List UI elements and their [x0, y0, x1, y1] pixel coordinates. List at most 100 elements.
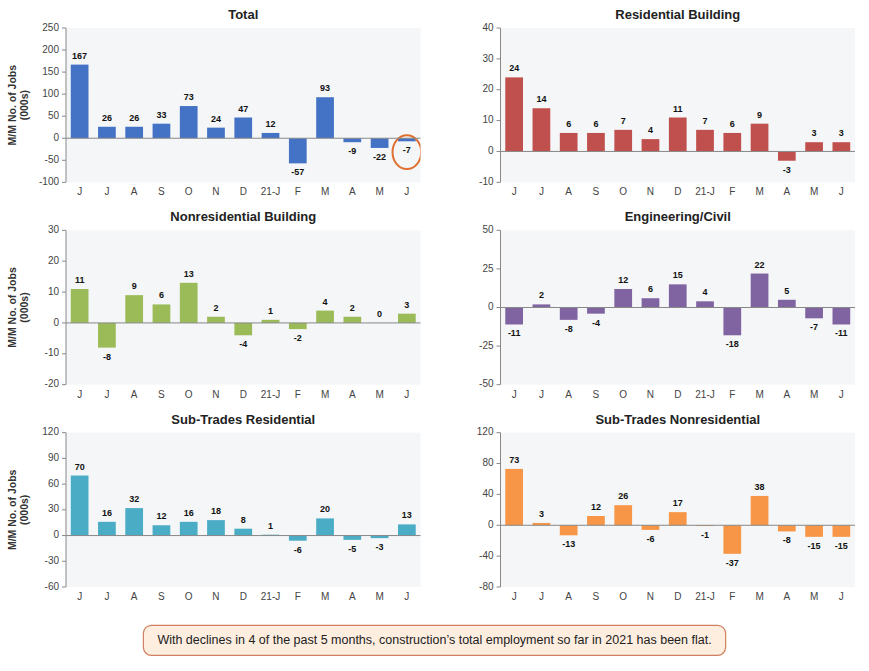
- y-tick: [497, 556, 501, 557]
- zero-line: [501, 151, 856, 152]
- y-tick: [62, 384, 66, 385]
- bars: [71, 65, 421, 170]
- bar: [289, 323, 307, 329]
- data-label: 26: [129, 113, 139, 123]
- data-label: 93: [320, 83, 330, 93]
- bar: [533, 108, 551, 151]
- bar: [805, 525, 823, 537]
- y-tick-label: 30: [48, 503, 60, 514]
- x-tick-label: D: [674, 389, 681, 400]
- data-label: 73: [509, 455, 519, 465]
- plot-area: [501, 433, 856, 587]
- bar: [723, 308, 741, 336]
- data-label: -4: [592, 318, 600, 328]
- data-label: 3: [404, 300, 409, 310]
- data-label: 1: [268, 306, 273, 316]
- x-tick-label: J: [839, 591, 844, 602]
- bar: [343, 536, 361, 540]
- y-tick: [497, 182, 501, 183]
- x-tick-label: J: [104, 186, 109, 197]
- data-label: 13: [184, 269, 194, 279]
- bar: [153, 304, 171, 323]
- y-tick: [497, 346, 501, 347]
- data-label: 47: [238, 104, 248, 114]
- x-tick-label: J: [404, 591, 409, 602]
- data-label: 33: [156, 110, 166, 120]
- bar: [180, 522, 198, 536]
- zero-line: [501, 525, 856, 526]
- y-tick: [62, 353, 66, 354]
- x-tick-label: 21-J: [695, 389, 714, 400]
- y-tick: [497, 494, 501, 495]
- data-label: 11: [673, 104, 683, 114]
- y-tick-label: 150: [42, 66, 59, 77]
- x-tick-label: A: [783, 186, 790, 197]
- data-label: 15: [673, 270, 683, 280]
- y-tick-label: -40: [479, 550, 494, 561]
- x-tick-label: M: [755, 389, 763, 400]
- data-label: -8: [103, 352, 111, 362]
- y-tick-label: -60: [45, 581, 60, 592]
- bars: [71, 283, 416, 348]
- y-tick: [497, 58, 501, 59]
- data-label: 18: [211, 506, 221, 516]
- y-tick-label: 0: [53, 317, 59, 328]
- data-label: 4: [648, 125, 653, 135]
- data-label: -22: [373, 152, 386, 162]
- y-tick: [497, 151, 501, 152]
- plot-area: [501, 28, 856, 182]
- y-tick-label: 40: [482, 22, 494, 33]
- bar: [723, 133, 741, 152]
- y-tick: [62, 116, 66, 117]
- y-tick-label: -20: [45, 378, 60, 389]
- data-label: 7: [703, 116, 708, 126]
- data-label: 9: [132, 281, 137, 291]
- x-tick-label: A: [783, 591, 790, 602]
- data-label: 8: [241, 515, 246, 525]
- bar: [587, 516, 605, 525]
- y-tick: [62, 50, 66, 51]
- chart-title: Total: [228, 7, 258, 22]
- x-tick-label: J: [77, 389, 82, 400]
- y-tick: [497, 463, 501, 464]
- x-tick-label: N: [647, 186, 654, 197]
- x-tick-label: D: [674, 591, 681, 602]
- bar: [669, 284, 687, 307]
- y-tick: [497, 120, 501, 121]
- data-label: 5: [784, 286, 789, 296]
- x-tick-label: M: [321, 591, 329, 602]
- y-tick: [62, 561, 66, 562]
- x-tick-label: 21-J: [695, 591, 714, 602]
- x-tick-label: D: [240, 186, 247, 197]
- plot-area: [66, 433, 421, 587]
- y-tick-label: -10: [479, 176, 494, 187]
- bar: [751, 124, 769, 152]
- data-label: 32: [129, 494, 139, 504]
- x-tick-label: J: [512, 389, 517, 400]
- footer-box: [143, 625, 725, 655]
- data-label: -8: [565, 324, 573, 334]
- y-tick-label: 60: [48, 478, 60, 489]
- zero-line: [66, 322, 421, 323]
- bar: [778, 151, 796, 160]
- bar: [71, 476, 89, 536]
- x-tick-label: N: [212, 591, 219, 602]
- y-tick: [62, 535, 66, 536]
- x-tick-label: M: [321, 186, 329, 197]
- bars: [71, 476, 416, 541]
- x-tick-label: J: [104, 389, 109, 400]
- x-tick-label: J: [539, 389, 544, 400]
- panel: Sub-Trades Residential-60-300306090120M/…: [6, 412, 421, 602]
- bar: [587, 308, 605, 314]
- x-tick-label: J: [77, 591, 82, 602]
- bar: [669, 512, 687, 525]
- y-tick: [497, 89, 501, 90]
- x-tick-label: S: [158, 186, 165, 197]
- bar: [642, 525, 660, 530]
- data-label: 12: [266, 119, 276, 129]
- data-label: 13: [402, 510, 412, 520]
- y-tick: [497, 525, 501, 526]
- data-label: 2: [539, 290, 544, 300]
- bar: [153, 124, 171, 139]
- bar: [153, 525, 171, 535]
